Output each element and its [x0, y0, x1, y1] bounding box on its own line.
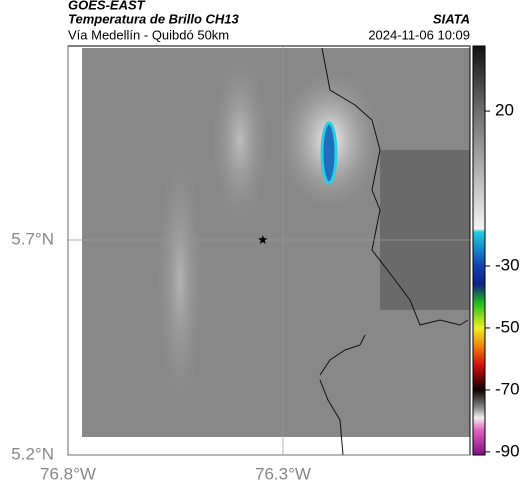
location: Vía Medellín - Quibdó 50km: [68, 27, 229, 42]
y-tick-label: 5.7°N: [11, 229, 54, 248]
source: SIATA: [433, 11, 470, 26]
title: GOES-EAST: [68, 0, 146, 12]
colorbar-tick-label: -30: [495, 255, 520, 274]
timestamp: 2024-11-06 10:09: [368, 27, 470, 42]
subtitle: Temperatura de Brillo CH13: [68, 11, 240, 26]
y-tick-label: 5.2°N: [11, 444, 54, 463]
map-image: [67, 45, 471, 456]
colorbar-tick-label: -90: [495, 441, 520, 460]
x-tick-label: 76.8°W: [40, 464, 96, 483]
colorbar: 20 -30 -50 -70 -90: [472, 45, 520, 460]
colorbar-tick-label: 20: [495, 101, 514, 120]
colorbar-tick-label: -50: [495, 317, 520, 336]
location-marker: [258, 235, 268, 244]
x-tick-label: 76.3°W: [255, 464, 311, 483]
colorbar-tick-label: -70: [495, 379, 520, 398]
